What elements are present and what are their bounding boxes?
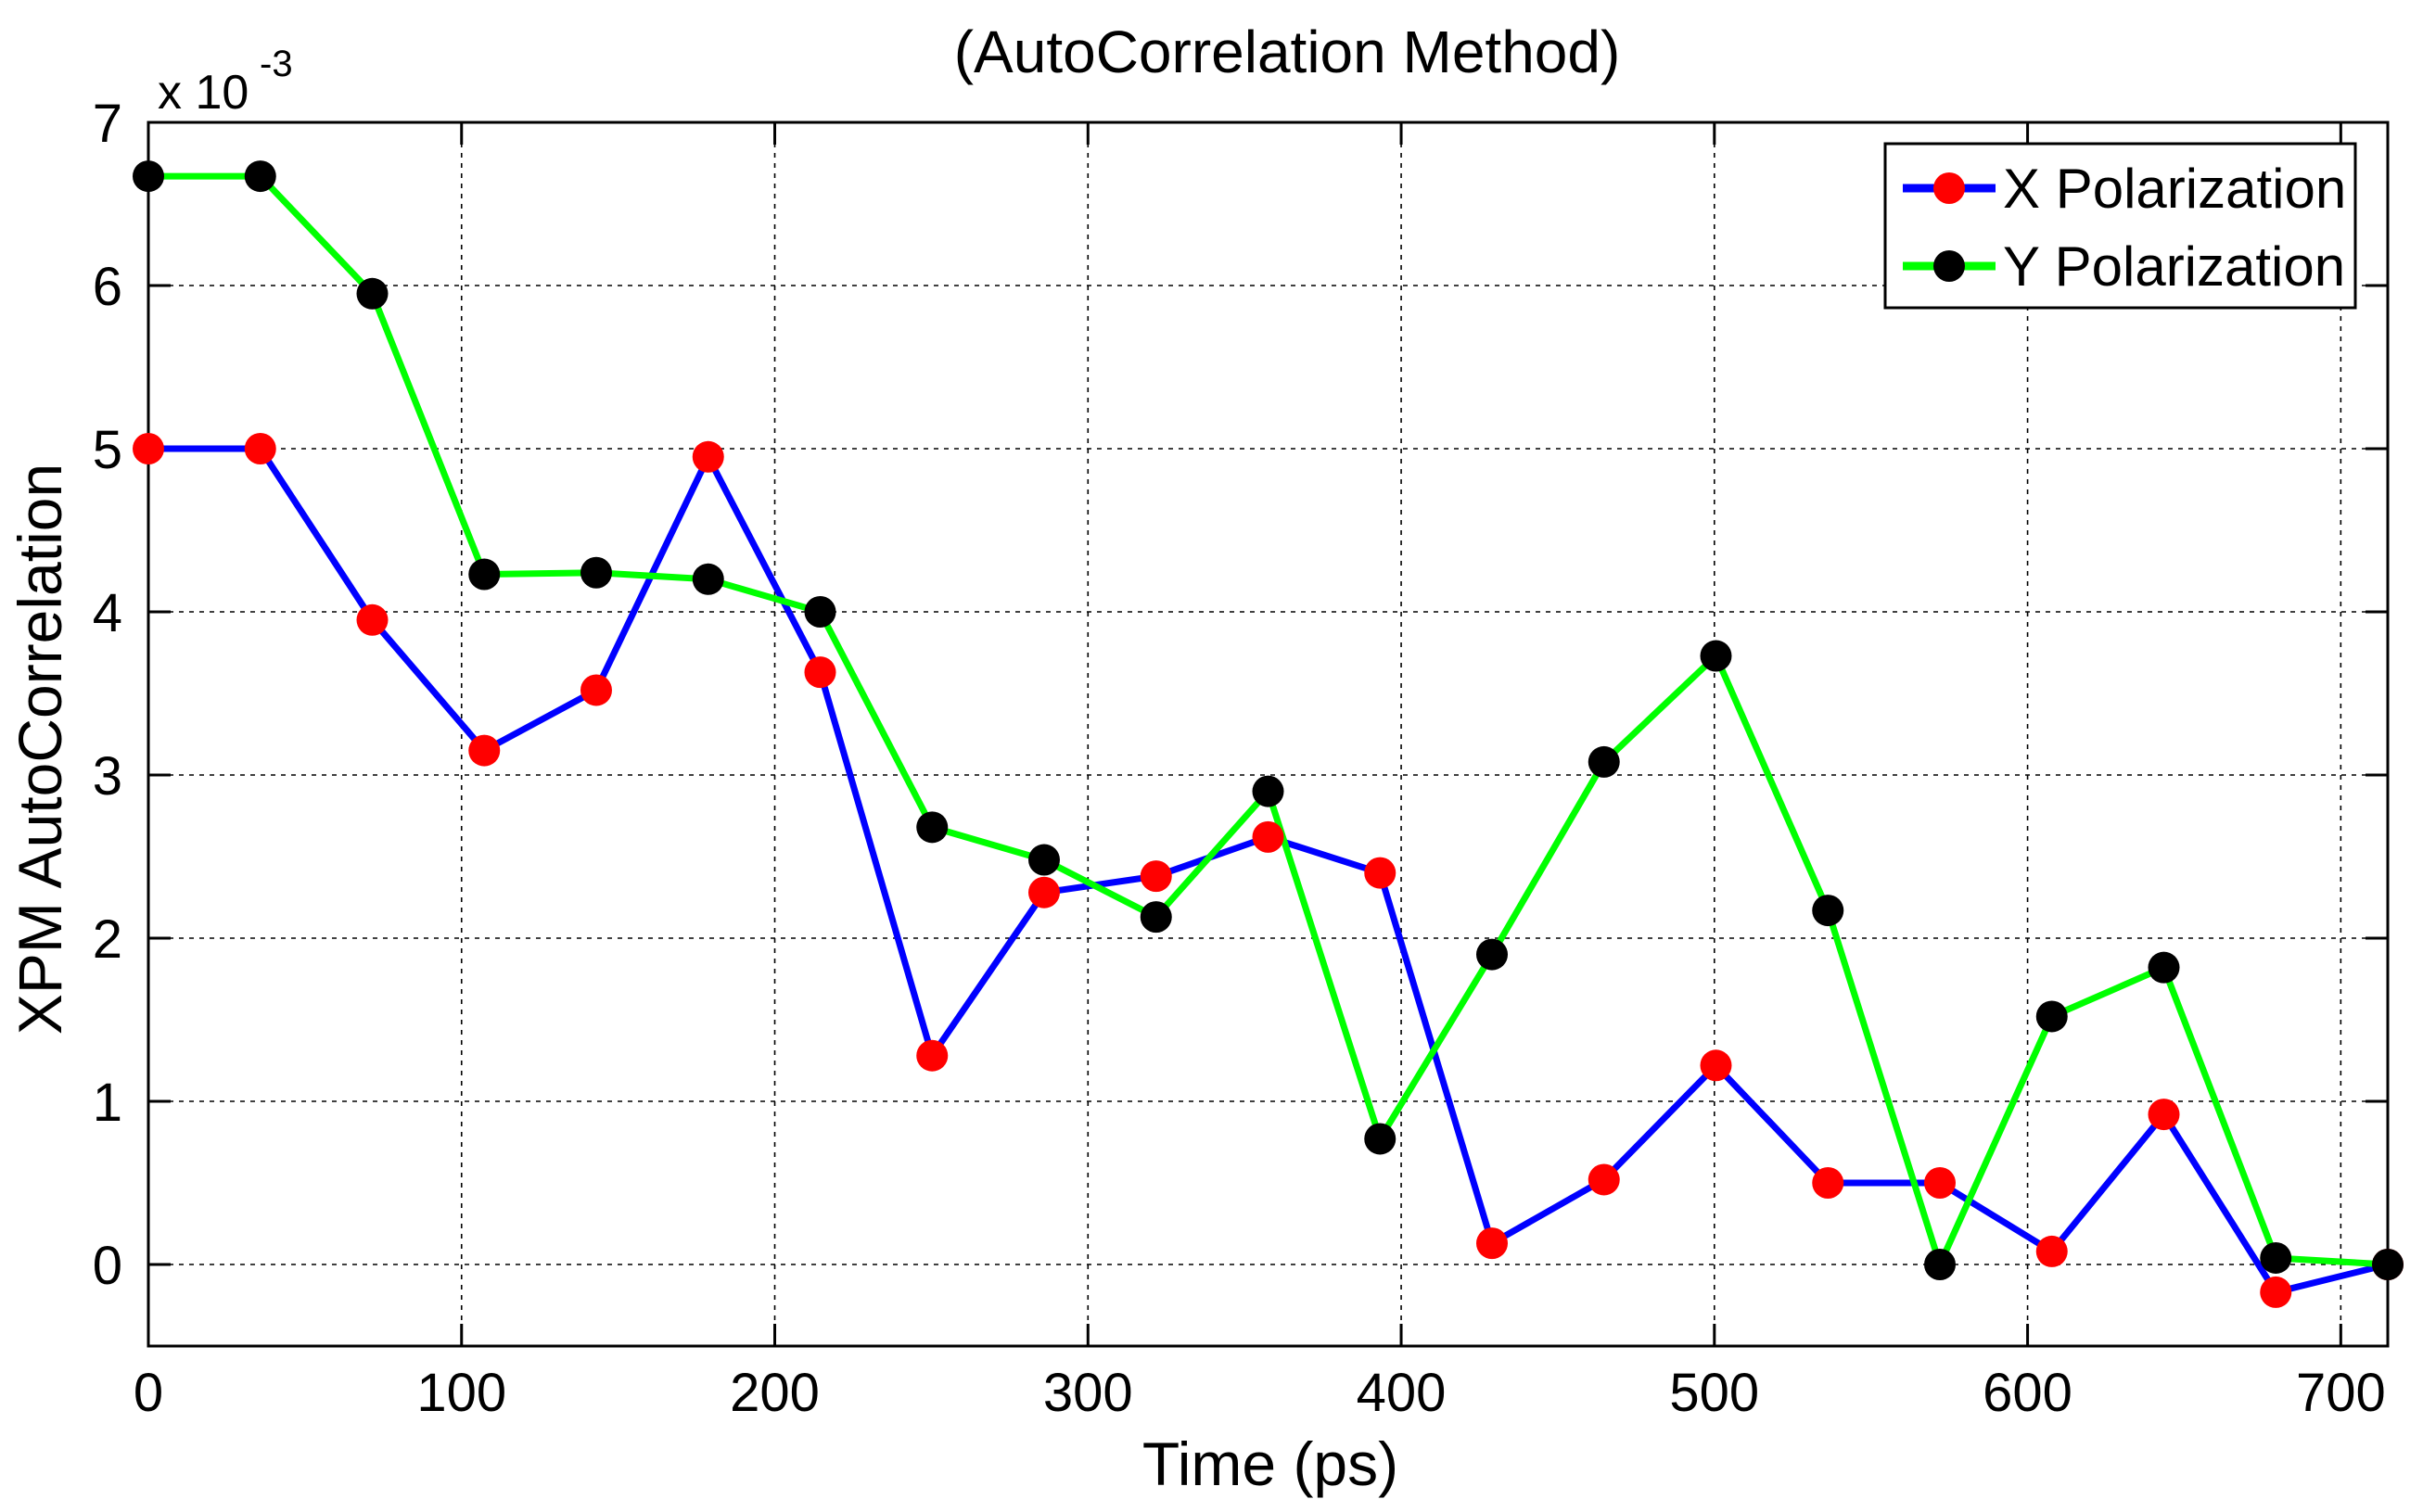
x-tick-label: 500 [1669, 1363, 1759, 1423]
data-point-y-polarization [1700, 640, 1732, 672]
data-point-y-polarization [1588, 745, 1620, 778]
data-point-x-polarization [1252, 820, 1284, 853]
data-point-y-polarization [1812, 895, 1844, 927]
data-point-y-polarization [1924, 1249, 1956, 1280]
series-layer [133, 160, 2404, 1308]
data-point-x-polarization [133, 433, 164, 464]
x-tick-label: 200 [730, 1363, 820, 1423]
y-exponent-label: x 10 [158, 66, 249, 120]
y-axis-label: XPM AutoCorrelation [6, 464, 74, 1035]
data-point-x-polarization [1140, 860, 1172, 893]
y-tick-label: 5 [93, 420, 122, 480]
y-exponent-power: -3 [260, 44, 293, 84]
plot-area [148, 122, 2388, 1346]
data-point-x-polarization [356, 604, 389, 636]
y-tick-label: 1 [93, 1073, 122, 1133]
data-point-y-polarization [1140, 901, 1172, 934]
data-point-x-polarization [1476, 1227, 1508, 1260]
data-point-y-polarization [692, 563, 724, 595]
x-tick-label: 600 [1983, 1363, 2072, 1423]
data-point-x-polarization [916, 1039, 949, 1072]
data-point-y-polarization [1028, 844, 1060, 876]
x-tick-label: 0 [134, 1363, 163, 1423]
y-tick-label: 7 [93, 94, 122, 154]
legend-marker-x-polarization [1933, 172, 1965, 204]
data-point-y-polarization [2035, 1000, 2068, 1033]
x-tick-label: 300 [1043, 1363, 1133, 1423]
y-tick-label: 6 [93, 257, 122, 317]
data-point-x-polarization [2148, 1099, 2180, 1131]
data-point-x-polarization [580, 674, 612, 706]
data-point-x-polarization [1588, 1163, 1620, 1196]
data-point-x-polarization [1364, 857, 1396, 889]
data-point-x-polarization [2260, 1276, 2292, 1308]
data-point-y-polarization [2260, 1241, 2292, 1274]
data-point-x-polarization [2035, 1235, 2068, 1267]
grid-lines [148, 122, 2388, 1346]
x-axis-label: Time (ps) [1142, 1429, 1398, 1498]
data-point-y-polarization [468, 558, 501, 591]
data-point-y-polarization [356, 277, 389, 310]
y-tick-label: 0 [93, 1236, 122, 1296]
data-point-y-polarization [804, 596, 836, 628]
axis-ticks: 0 100 200 300 400 500 600 700 0 1 2 3 4 5 6 7 [93, 94, 2388, 1423]
data-point-y-polarization [1476, 938, 1508, 971]
data-point-y-polarization [1252, 775, 1284, 807]
legend-label-y-polarization: Y Polarization [2003, 235, 2345, 298]
x-tick-label: 700 [2296, 1363, 2386, 1423]
data-point-x-polarization [468, 734, 501, 767]
legend-label-x-polarization: X Polarization [2003, 158, 2346, 220]
y-tick-label: 4 [93, 583, 122, 643]
chart-title: (AutoCorrelation Method) [954, 19, 1621, 85]
legend: X Polarization Y Polarization [1883, 142, 2357, 310]
data-point-x-polarization [1924, 1167, 1956, 1199]
data-point-x-polarization [804, 656, 836, 689]
y-tick-label: 3 [93, 746, 122, 807]
axes-frame [147, 121, 2390, 1348]
x-tick-label: 100 [416, 1363, 506, 1423]
data-point-y-polarization [133, 160, 164, 193]
data-point-y-polarization [2148, 951, 2180, 984]
data-point-y-polarization [580, 556, 612, 589]
data-point-x-polarization [1700, 1049, 1732, 1082]
data-point-x-polarization [1028, 876, 1060, 908]
x-tick-label: 400 [1357, 1363, 1447, 1423]
legend-marker-y-polarization [1933, 250, 1965, 282]
data-point-y-polarization [1364, 1123, 1396, 1155]
legend-box [1883, 142, 2357, 310]
data-point-x-polarization [1812, 1167, 1844, 1199]
data-point-x-polarization [244, 433, 276, 464]
data-point-y-polarization [244, 160, 276, 193]
data-point-y-polarization [2372, 1249, 2404, 1280]
data-point-x-polarization [692, 440, 724, 473]
y-tick-label: 2 [93, 909, 122, 970]
data-point-y-polarization [916, 811, 949, 844]
